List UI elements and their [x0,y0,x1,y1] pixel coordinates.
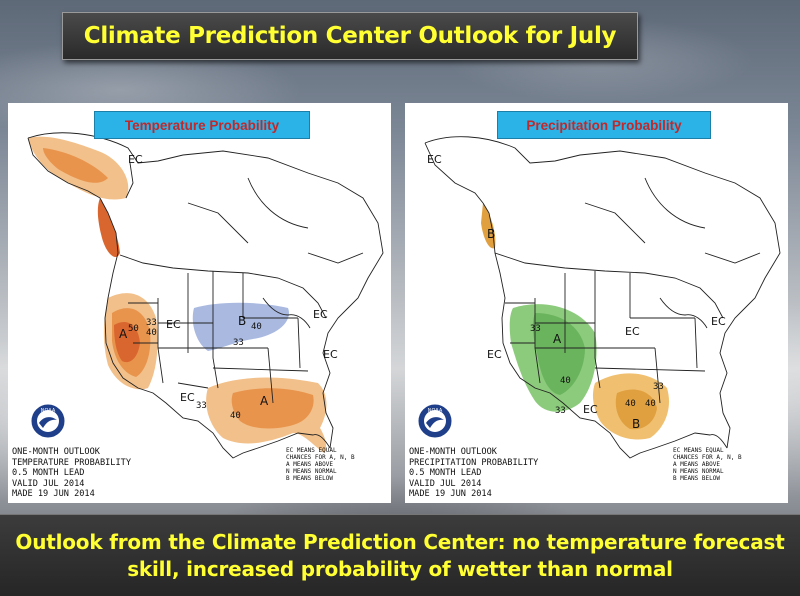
temperature-map-label: Temperature Probability [94,111,310,139]
coast-above-region [97,198,120,258]
region-label: 40 [146,328,157,338]
region-label: EC [625,325,640,338]
region-label: EC [313,308,328,321]
precipitation-legend: EC MEANS EQUAL CHANCES FOR A, N, B A MEA… [673,447,742,482]
precipitation-map: EC EC EC EC EC A B B 33 40 33 40 33 40 [424,136,781,459]
region-label: EC [711,315,726,328]
region-label: 33 [196,401,207,411]
caption-line-1: Outlook from the Climate Prediction Cent… [15,529,785,554]
noaa-logo: NOAA [417,403,453,439]
region-label: EC [583,403,598,416]
region-label: EC [166,318,181,331]
region-label: A [260,394,269,408]
region-label: 40 [230,411,241,421]
region-label: 33 [146,318,157,328]
region-label: 33 [233,338,244,348]
region-label: B [487,227,495,241]
region-label: A [553,332,562,346]
region-label: A [119,327,128,341]
temperature-map: EC EC EC EC EC A A B 33 40 50 33 40 33 4… [27,132,384,459]
map-borders [27,132,384,459]
precipitation-map-label: Precipitation Probability [497,111,711,139]
page-title: Climate Prediction Center Outlook for Ju… [83,23,617,49]
region-label: 40 [560,376,571,386]
precipitation-outlook-info: ONE-MONTH OUTLOOK PRECIPITATION PROBABIL… [409,447,539,499]
temperature-legend: EC MEANS EQUAL CHANCES FOR A, N, B A MEA… [286,447,355,482]
southeast-dry-core [615,389,657,430]
region-label: 40 [645,399,656,409]
caption-banner: Outlook from the Climate Prediction Cent… [0,514,800,596]
svg-text:NOAA: NOAA [41,408,56,414]
region-label: EC [323,348,338,361]
region-label: 40 [625,399,636,409]
precipitation-map-panel: EC EC EC EC EC A B B 33 40 33 40 33 40 P… [405,103,788,503]
temperature-map-panel: EC EC EC EC EC A A B 33 40 50 33 40 33 4… [8,103,391,503]
region-label: B [238,314,246,328]
alaska-above-core [43,148,108,183]
coast-below-region [481,203,496,249]
region-label: B [632,417,640,431]
region-label: EC [180,391,195,404]
south-above-core [231,388,314,429]
temperature-outlook-info: ONE-MONTH OUTLOOK TEMPERATURE PROBABILIT… [12,447,131,499]
svg-text:NOAA: NOAA [428,408,443,414]
caption-line-2: skill, increased probability of wetter t… [127,556,673,581]
north-below-region [192,302,289,351]
region-label: 33 [653,382,664,392]
region-label: EC [128,153,143,166]
region-label: 40 [251,322,262,332]
region-label: 33 [530,324,541,334]
region-label: 33 [555,406,566,416]
title-banner: Climate Prediction Center Outlook for Ju… [62,12,638,60]
map-borders [424,136,781,459]
west-above-core [114,322,140,363]
region-label: EC [487,348,502,361]
region-label: 50 [128,324,139,334]
noaa-logo: NOAA [30,403,66,439]
region-label: EC [427,153,442,166]
central-wet-core [532,313,585,395]
